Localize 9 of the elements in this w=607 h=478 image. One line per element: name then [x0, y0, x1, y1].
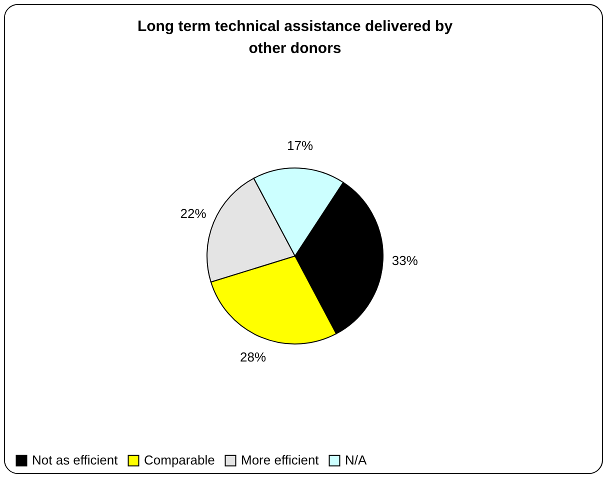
legend-label: Not as efficient — [32, 452, 118, 468]
data-label: 22% — [180, 206, 207, 222]
data-label: 33% — [392, 253, 418, 268]
data-label: 28% — [240, 350, 266, 365]
legend-label: N/A — [345, 452, 367, 468]
legend-label: Comparable — [144, 452, 215, 468]
data-label: 17% — [287, 138, 314, 154]
chart-title: Long term technical assistance delivered by other donors — [137, 18, 454, 57]
legend-label: More efficient — [241, 452, 320, 468]
